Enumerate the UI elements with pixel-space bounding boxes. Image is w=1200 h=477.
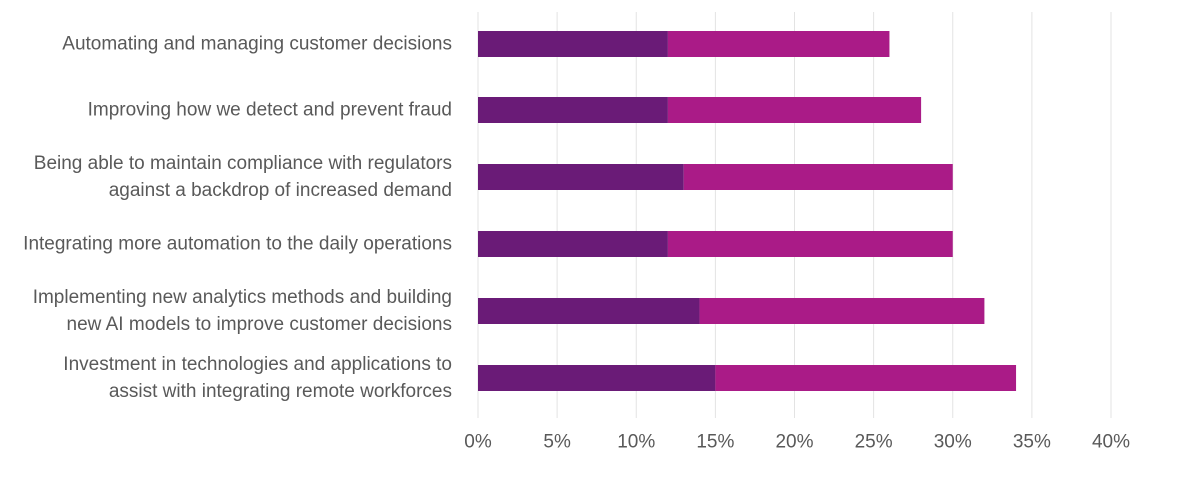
bar-segment-series-2	[683, 164, 953, 190]
bar-segment-series-2	[667, 97, 922, 123]
x-tick-label: 20%	[775, 432, 813, 453]
category-label: Implementing new analytics methods and b…	[33, 287, 452, 308]
bar-segment-series-1	[478, 164, 684, 190]
category-labels: Automating and managing customer decisio…	[23, 34, 452, 403]
category-label: assist with integrating remote workforce…	[109, 381, 452, 402]
category-label: new AI models to improve customer decisi…	[67, 314, 452, 335]
bar-segment-series-1	[478, 97, 668, 123]
x-tick-label: 30%	[934, 432, 972, 453]
category-label: against a backdrop of increased demand	[109, 180, 452, 201]
bar-segment-series-1	[478, 365, 716, 391]
bar-segment-series-2	[667, 31, 890, 57]
x-tick-label: 15%	[696, 432, 734, 453]
bar-segment-series-1	[478, 298, 700, 324]
x-tick-label: 10%	[617, 432, 655, 453]
bar-segment-series-1	[478, 31, 668, 57]
category-label: Improving how we detect and prevent frau…	[88, 100, 452, 121]
x-tick-label: 0%	[464, 432, 492, 453]
category-label: Integrating more automation to the daily…	[23, 234, 452, 255]
category-label: Automating and managing customer decisio…	[62, 34, 452, 55]
category-label: Investment in technologies and applicati…	[63, 354, 452, 375]
x-tick-label: 5%	[543, 432, 571, 453]
bars	[478, 31, 1017, 391]
bar-segment-series-2	[667, 231, 953, 257]
gridlines	[477, 12, 1112, 418]
bar-segment-series-1	[478, 231, 668, 257]
bar-segment-series-2	[699, 298, 985, 324]
category-label: Being able to maintain compliance with r…	[34, 153, 452, 174]
x-axis-tick-labels: 0% 5% 10% 15% 20% 25% 30% 35% 40%	[464, 432, 1130, 453]
bar-segment-series-2	[715, 365, 1017, 391]
x-tick-label: 35%	[1013, 432, 1051, 453]
x-tick-label: 40%	[1092, 432, 1130, 453]
x-tick-label: 25%	[855, 432, 893, 453]
